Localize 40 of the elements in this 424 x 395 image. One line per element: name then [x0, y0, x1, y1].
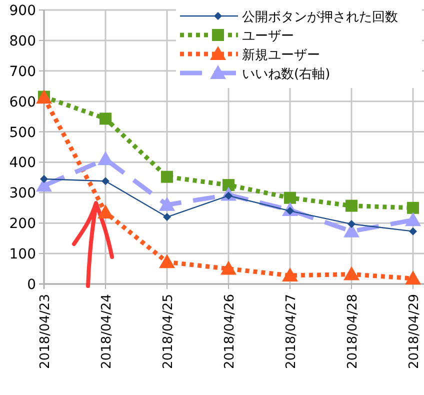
y-tick-label: 500	[9, 124, 36, 141]
point	[100, 112, 112, 125]
point	[405, 270, 421, 285]
point	[409, 227, 417, 236]
y-tick-label: 800	[9, 33, 36, 50]
y-tick-label: 900	[9, 3, 36, 19]
point	[344, 266, 360, 280]
legend-label: 新規ユーザー	[242, 48, 320, 63]
point	[159, 196, 175, 211]
point	[159, 254, 175, 268]
x-tick-label: 2018/04/26	[222, 294, 238, 369]
legend-label: ユーザー	[242, 29, 294, 44]
x-tick-label: 2018/04/24	[100, 294, 114, 369]
point	[163, 213, 171, 222]
point	[346, 200, 358, 212]
point	[161, 170, 173, 183]
legend-label: 公開ボタンが押された回数	[242, 10, 398, 25]
x-tick-label: 2018/04/27	[284, 294, 299, 369]
point	[405, 212, 421, 226]
y-tick-label: 400	[9, 155, 36, 172]
y-tick-label: 100	[9, 246, 36, 263]
y-tick-label: 700	[9, 64, 36, 80]
y-tick-label: 600	[9, 94, 36, 110]
point	[98, 204, 114, 218]
y-tick-label: 0	[27, 277, 36, 293]
point	[284, 192, 296, 204]
x-tick-label: 2018/04/23	[38, 294, 53, 369]
point	[102, 177, 110, 186]
y-tick-label: 300	[9, 186, 36, 202]
x-tick-label: 2018/04/29	[407, 294, 422, 369]
point	[407, 202, 419, 214]
point	[220, 260, 236, 275]
point	[282, 267, 298, 282]
point	[40, 174, 48, 183]
x-tick-label: 2018/04/28	[346, 294, 360, 369]
legend-label: いいね数(右軸)	[242, 67, 330, 82]
point	[222, 179, 234, 192]
y-tick-label: 200	[9, 216, 36, 232]
x-tick-label: 2018/04/25	[161, 294, 176, 369]
point	[348, 220, 356, 228]
